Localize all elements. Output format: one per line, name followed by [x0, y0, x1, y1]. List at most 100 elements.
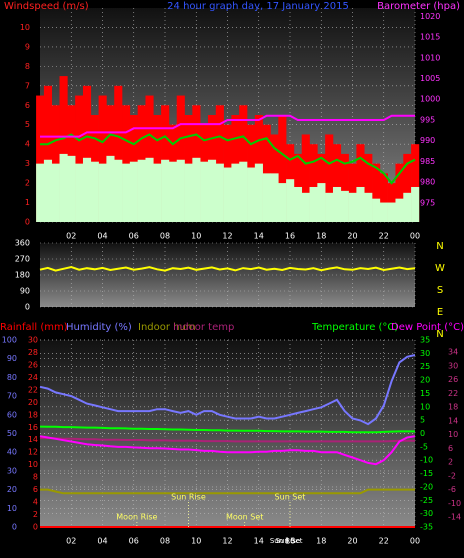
y-tick-label: 180: [15, 271, 30, 280]
bar: [192, 157, 201, 222]
y-axis-label: Windspeed (m/s): [4, 1, 89, 12]
x-tick-label: 02: [66, 537, 76, 546]
legend-label: Rainfall (mm): [0, 322, 68, 333]
bar: [122, 163, 131, 222]
bar: [82, 85, 92, 223]
y3-tick-label: 26: [28, 360, 38, 369]
y2-tick-label: 30: [420, 349, 430, 358]
bar: [387, 202, 396, 222]
y2-tick-label: 990: [420, 136, 435, 145]
bar: [356, 144, 365, 222]
bar: [309, 186, 318, 222]
y-tick-label: 360: [15, 239, 30, 248]
y2-tick-label: -10: [420, 456, 433, 465]
y4-tick-label: -6: [448, 485, 456, 494]
bar: [168, 161, 178, 222]
bar: [340, 190, 349, 222]
bar: [36, 163, 45, 222]
y-tick-label: 80: [7, 373, 17, 382]
x-tick-label: 00: [410, 537, 420, 546]
bar: [67, 155, 76, 222]
y-tick-label: 1: [25, 198, 30, 207]
y-tick-label: 100: [2, 336, 17, 345]
y4-tick-label: 2: [448, 458, 453, 467]
bar: [43, 85, 53, 223]
y2-tick-label: 1015: [420, 33, 440, 42]
bar: [223, 167, 232, 222]
y-tick-label: 7: [25, 81, 30, 90]
bar: [75, 95, 84, 222]
bar: [176, 95, 185, 222]
bar: [325, 192, 334, 222]
bar: [161, 159, 170, 222]
y4-tick-label: 10: [448, 430, 458, 439]
y3-tick-label: 24: [28, 373, 38, 382]
y3-tick-label: 2: [33, 510, 38, 519]
bar: [379, 202, 388, 222]
y-tick-label: 50: [7, 429, 17, 438]
bar: [59, 153, 68, 222]
x-tick-label: 06: [129, 537, 139, 546]
bar: [200, 161, 209, 222]
bar: [403, 192, 412, 222]
x-tick-label: 04: [97, 537, 107, 546]
y-tick-label: 40: [7, 448, 17, 457]
x-tick-label: 22: [379, 232, 389, 241]
y-tick-label: 60: [7, 410, 17, 419]
legend-label: Humidity (%): [66, 322, 132, 333]
annotation: Moon Rise: [116, 513, 157, 522]
y-tick-label: 5: [25, 120, 30, 129]
y4-tick-label: 26: [448, 375, 458, 384]
bar: [231, 163, 240, 222]
bar: [403, 153, 412, 222]
compass-label: N: [436, 241, 443, 252]
y2-tick-label: -25: [420, 496, 433, 505]
bar: [90, 161, 99, 222]
y2-tick-label: -5: [420, 442, 428, 451]
y3-tick-label: 18: [28, 410, 38, 419]
y4-tick-label: 22: [448, 389, 458, 398]
y2-tick-label: -30: [420, 509, 433, 518]
y-tick-label: 10: [20, 23, 30, 32]
footer-label: Sun Rise: [270, 537, 300, 545]
x-tick-label: 08: [160, 232, 170, 241]
y2-tick-label: 10: [420, 402, 430, 411]
bar: [356, 186, 365, 222]
y-tick-label: 0: [12, 523, 17, 532]
x-tick-label: 18: [316, 537, 326, 546]
series-line: [40, 437, 415, 443]
bar: [348, 192, 357, 222]
footer-label: Sun Set: [275, 537, 302, 545]
bar: [129, 161, 138, 222]
y3-tick-label: 4: [33, 498, 38, 507]
x-tick-label: 02: [66, 232, 76, 241]
compass-label: W: [435, 263, 445, 274]
bar: [262, 173, 271, 222]
y2-tick-label: -20: [420, 482, 433, 491]
y4-tick-label: 6: [448, 444, 453, 453]
series-line: [39, 435, 416, 466]
y2-tick-label: 995: [420, 115, 435, 124]
y-tick-label: 10: [7, 504, 17, 513]
bar: [75, 163, 84, 222]
bar: [411, 144, 420, 222]
y-tick-label: 70: [7, 392, 17, 401]
x-tick-label: 20: [347, 232, 357, 241]
y2-tick-label: 1000: [420, 95, 440, 104]
y2-tick-label: 1005: [420, 74, 440, 83]
y2-tick-label: 20: [420, 376, 430, 385]
bar: [98, 163, 107, 222]
bar: [184, 163, 193, 222]
y-tick-label: 9: [25, 42, 30, 51]
bar: [309, 144, 318, 222]
bar: [51, 163, 60, 222]
bar: [207, 159, 217, 222]
bar: [176, 159, 185, 222]
bar: [137, 159, 146, 222]
legend-label: Temperature (°C): [311, 322, 398, 333]
y2-tick-label: 0: [420, 429, 425, 438]
bar: [254, 163, 263, 222]
x-tick-label: 18: [316, 232, 326, 241]
bar: [379, 173, 388, 222]
